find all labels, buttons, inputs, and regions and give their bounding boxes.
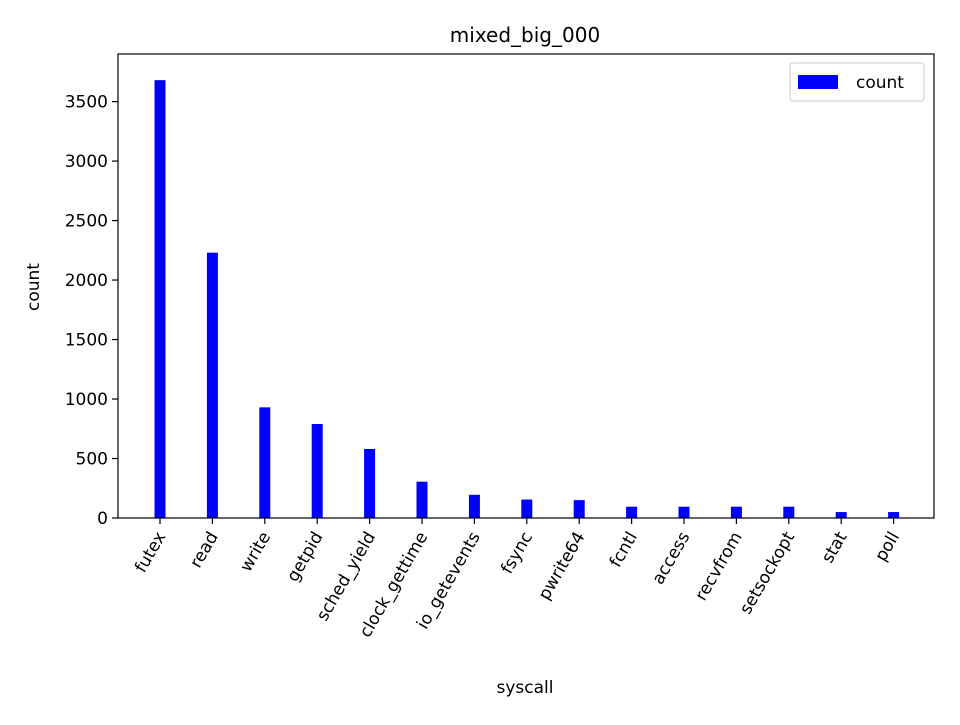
y-tick-label: 500 bbox=[76, 450, 108, 470]
x-tick-label: poll bbox=[871, 529, 904, 566]
legend-box bbox=[789, 62, 925, 102]
y-tick-label: 3000 bbox=[65, 152, 108, 172]
bar-setsockopt bbox=[783, 506, 795, 518]
bar-pwrite64 bbox=[573, 500, 585, 518]
bar-getpid bbox=[311, 424, 323, 518]
x-tick-label: access bbox=[648, 528, 694, 588]
x-tick-label: fcntl bbox=[606, 529, 642, 571]
x-tick-label: futex bbox=[131, 529, 170, 577]
bar-fsync bbox=[521, 499, 533, 518]
bar-access bbox=[678, 506, 690, 518]
x-tick-label: stat bbox=[818, 528, 852, 567]
x-tick-label: fsync bbox=[497, 529, 537, 578]
x-tick-label: getpid bbox=[283, 529, 327, 586]
bar-write bbox=[259, 407, 271, 518]
y-tick-label: 1500 bbox=[65, 331, 108, 351]
bar-sched_yield bbox=[364, 448, 376, 518]
plot-frame bbox=[117, 53, 935, 519]
x-tick-label: recvfrom bbox=[691, 529, 746, 605]
bar-recvfrom bbox=[730, 506, 742, 518]
x-axis-label: syscall bbox=[497, 678, 554, 698]
bar-fcntl bbox=[626, 506, 638, 518]
x-tick-label: setsockopt bbox=[736, 528, 799, 618]
y-tick-label: 3500 bbox=[65, 93, 108, 113]
x-tick-label: write bbox=[236, 529, 275, 576]
bar-futex bbox=[154, 80, 166, 519]
bar-io_getevents bbox=[468, 494, 480, 518]
y-tick-label: 0 bbox=[97, 509, 108, 529]
y-tick-label: 2500 bbox=[65, 212, 108, 232]
y-axis-label: count bbox=[24, 263, 44, 311]
chart-title: mixed_big_000 bbox=[450, 23, 600, 47]
x-tick-label: pwrite64 bbox=[535, 529, 590, 604]
legend-label: count bbox=[856, 73, 904, 93]
legend: count bbox=[789, 62, 925, 102]
x-tick-label: read bbox=[186, 529, 222, 572]
bar-poll bbox=[888, 512, 900, 518]
legend-swatch bbox=[798, 75, 838, 89]
bar-stat bbox=[835, 512, 847, 518]
plot-area: 0 500 1000 1500 2000 2500 3000 3500 futex read wri… bbox=[65, 53, 935, 641]
y-tick-label: 2000 bbox=[65, 271, 108, 291]
y-tick-label: 1000 bbox=[65, 390, 108, 410]
bar-read bbox=[206, 252, 218, 518]
bar-clock_gettime bbox=[416, 481, 428, 518]
